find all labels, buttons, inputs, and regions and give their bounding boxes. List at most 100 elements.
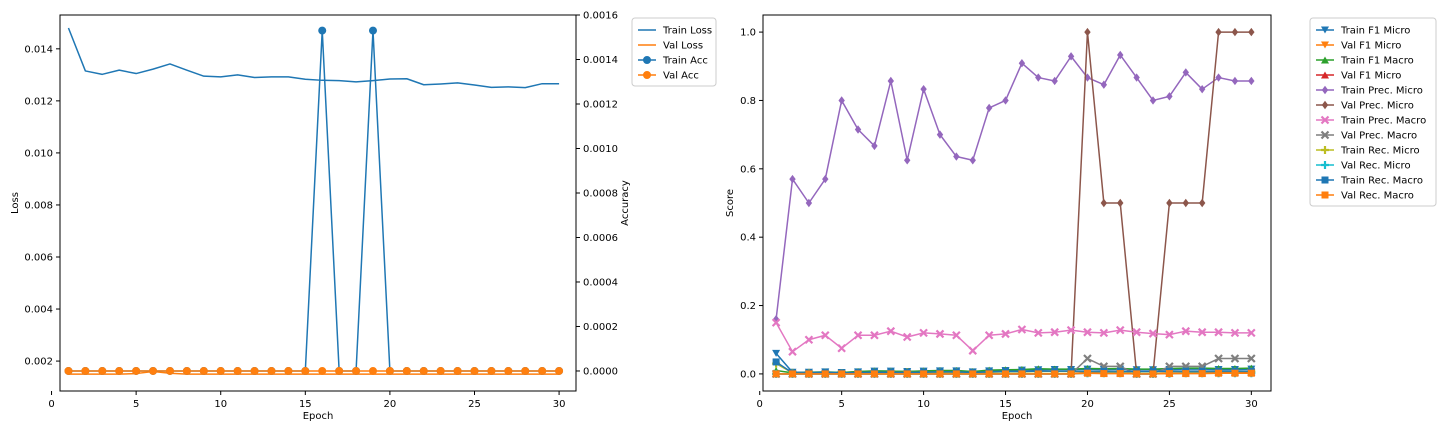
data-point (821, 370, 829, 378)
series-line-1 (68, 370, 560, 375)
legend-marker (1320, 115, 1330, 125)
series-line-11 (776, 372, 1252, 375)
score-chart: 0 5 10 15 20 25 30 0.0 0.2 0.4 0.6 0.8 1.0 Epoch Score (725, 14, 1272, 422)
y2-tick-label: 0.0000 (583, 366, 618, 377)
data-point (1117, 50, 1124, 60)
legend-marker (1321, 71, 1329, 79)
legend-label: Val F1 Micro (1341, 71, 1401, 82)
data-point (453, 366, 462, 375)
data-point (1067, 370, 1075, 378)
data-point (1182, 68, 1189, 77)
data-point (538, 366, 547, 375)
data-point (1248, 76, 1255, 86)
legend-label: Val Rec. Macro (1341, 191, 1414, 202)
data-point (1198, 198, 1206, 208)
data-point (250, 366, 259, 375)
data-point (1018, 370, 1026, 378)
data-point (267, 366, 276, 375)
data-point (887, 370, 895, 378)
data-point (1100, 198, 1108, 208)
y-tick-label: 0.8 (740, 96, 756, 107)
legend-label: Train Prec. Micro (1340, 86, 1423, 97)
data-point (284, 366, 293, 375)
data-point (199, 366, 208, 375)
legend-marker (1321, 41, 1329, 49)
data-point (1035, 73, 1042, 82)
data-point (436, 366, 445, 375)
data-point (1099, 328, 1109, 338)
data-point (1198, 370, 1206, 378)
data-point (1117, 198, 1124, 208)
data-point (936, 370, 944, 378)
legend-label: Val F1 Micro (1341, 41, 1401, 52)
data-point (504, 366, 513, 375)
plot-frame (59, 14, 577, 392)
data-point (1165, 370, 1173, 378)
data-point (1198, 84, 1206, 94)
data-point (368, 366, 377, 375)
data-point (985, 370, 993, 378)
data-point (1181, 326, 1191, 336)
data-point (1166, 198, 1173, 208)
legend-marker (1321, 26, 1329, 34)
x-tick-label: 5 (133, 399, 139, 410)
y-tick-label: 0.010 (24, 148, 53, 159)
data-point (984, 331, 994, 340)
x-tick-label: 5 (838, 399, 844, 410)
data-point (216, 366, 225, 375)
data-point (804, 335, 814, 345)
data-point (1165, 330, 1174, 339)
data-point (838, 96, 845, 105)
data-point (953, 152, 960, 161)
data-point (1002, 370, 1010, 378)
legend-label: Val Acc (663, 71, 699, 82)
x-tick-label: 25 (1163, 399, 1176, 410)
data-point (555, 366, 564, 375)
chart1-legend-box (631, 17, 717, 87)
data-point (1182, 198, 1189, 208)
data-point (772, 358, 780, 366)
data-point (318, 366, 327, 375)
legend-label: Val Rec. Micro (1341, 161, 1411, 172)
y2-axis-label: Accuracy (620, 180, 631, 226)
data-point (1215, 27, 1222, 37)
plot-frame (762, 14, 1272, 392)
data-point (902, 332, 912, 342)
data-point (771, 318, 781, 327)
y-tick-label: 0.012 (24, 96, 53, 107)
data-point (854, 370, 862, 378)
data-point (1001, 329, 1010, 339)
data-point (1084, 27, 1091, 37)
data-point (1215, 369, 1223, 377)
x-tick-label: 20 (1081, 399, 1094, 410)
series-line-10 (775, 361, 1252, 374)
data-point (1083, 327, 1092, 337)
legend-label: Val Prec. Macro (1341, 131, 1417, 142)
x-tick-label: 25 (468, 399, 481, 410)
x-tick-label: 15 (999, 399, 1012, 410)
data-point (1230, 328, 1240, 338)
legend-label: Train Rec. Micro (1340, 146, 1420, 157)
data-point (1051, 76, 1058, 86)
data-point (335, 366, 344, 375)
x-axis-label: Epoch (303, 411, 334, 422)
legend-label: Val Loss (663, 41, 703, 52)
data-point (1034, 370, 1042, 378)
data-point (1133, 370, 1141, 378)
legend-marker (643, 56, 651, 64)
data-point (318, 26, 327, 35)
data-point (886, 326, 896, 336)
chart1-legend: Train Loss Val Loss Train Acc Val Acc (631, 17, 717, 87)
data-point (853, 331, 863, 340)
data-point (1149, 96, 1157, 105)
data-point (838, 370, 846, 378)
data-point (470, 366, 479, 375)
data-point (870, 370, 878, 378)
legend-marker (1321, 56, 1329, 64)
data-point (1115, 325, 1125, 335)
data-point (788, 370, 796, 378)
x-tick-label: 10 (214, 399, 227, 410)
x-tick-label: 10 (917, 399, 930, 410)
data-point (1149, 370, 1157, 378)
y-tick-label: 1.0 (740, 28, 756, 39)
